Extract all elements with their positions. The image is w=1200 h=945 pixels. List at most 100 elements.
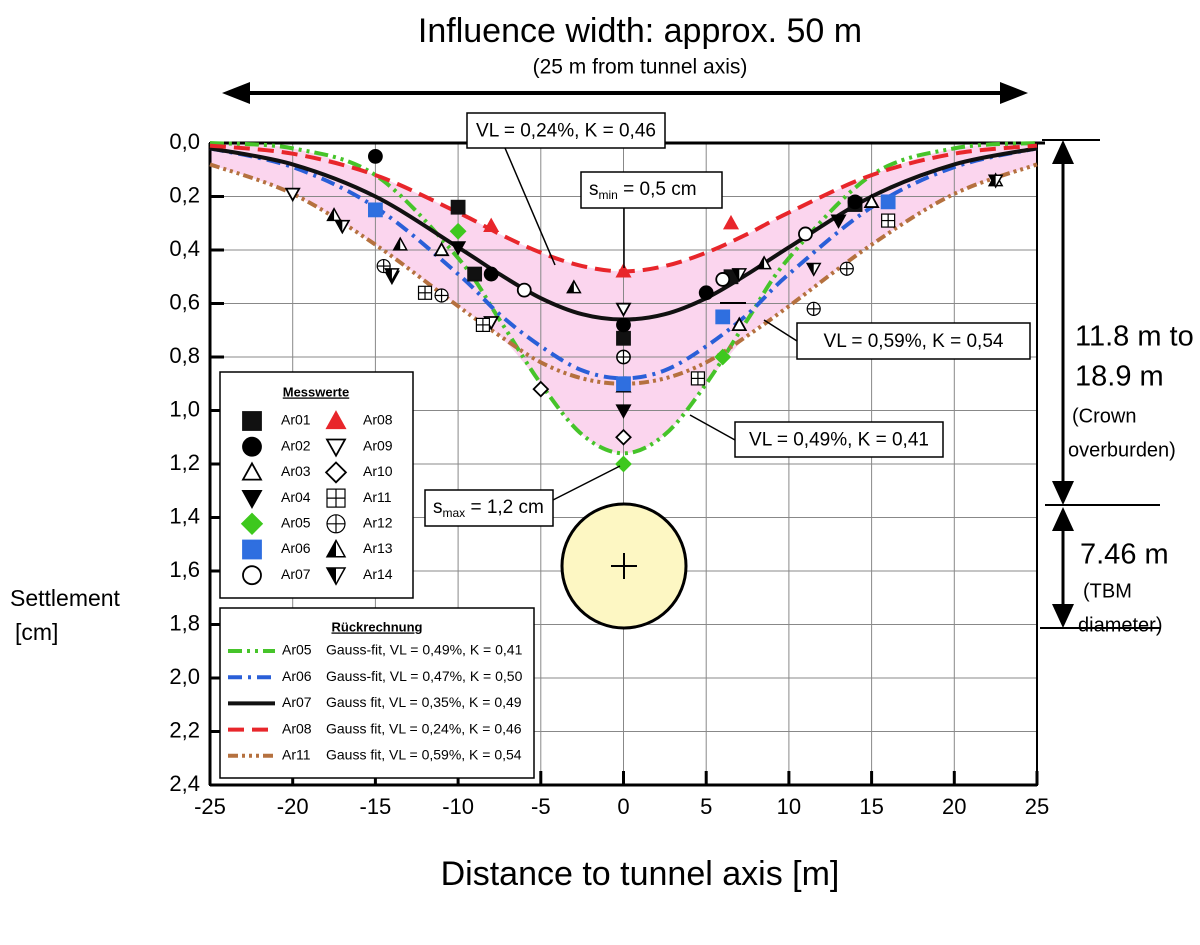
marker-part (433, 241, 450, 257)
legend-marker (241, 490, 263, 509)
marker-part (798, 226, 813, 242)
chart-subtitle: (25 m from tunnel axis) (533, 56, 748, 79)
y-tick-label: 0,8 (169, 343, 200, 368)
legend-label: Ar09 (363, 437, 393, 453)
dimension-label: diameter) (1078, 614, 1162, 636)
fit-curve (209, 162, 1038, 386)
marker-part (242, 436, 262, 457)
y-tick-label: 0,4 (169, 236, 200, 261)
data-point (830, 214, 847, 229)
x-tick-label: -25 (194, 794, 226, 819)
arrow-head (1052, 140, 1074, 164)
legend-marker (240, 512, 264, 535)
legend-label: Ar04 (281, 489, 311, 505)
legend-marker (242, 411, 262, 431)
data-point (616, 349, 631, 365)
legend-label: Ar11 (363, 489, 392, 505)
legend-title: Messwerte (283, 384, 349, 399)
marker-part (335, 220, 343, 233)
data-point (483, 266, 499, 282)
data-point (616, 376, 631, 392)
marker-part (367, 202, 383, 218)
data-point (731, 316, 748, 331)
y-tick-label: 1,6 (169, 557, 200, 582)
dimension-label: 11.8 m to (1075, 321, 1194, 353)
legend-label: Ar02 (281, 437, 311, 453)
marker-part (722, 214, 740, 230)
legend-label: Ar01 (281, 412, 311, 428)
marker-part (393, 238, 401, 250)
annotation: smin = 0,5 cm (589, 179, 697, 202)
marker-part (863, 193, 880, 208)
marker-part (567, 280, 574, 293)
legend-title: Rückrechnung (331, 619, 422, 634)
data-point (715, 309, 731, 325)
data-point (715, 272, 731, 287)
marker-part (616, 317, 631, 333)
annotation-box (796, 322, 1031, 360)
dimension-label: 18.9 m (1075, 361, 1164, 393)
data-point (616, 330, 631, 346)
y-tick-label: 2,4 (169, 771, 200, 796)
data-point (434, 288, 449, 303)
legend-marker (325, 438, 347, 458)
data-point (483, 217, 500, 233)
data-point (616, 317, 631, 333)
marker-part (714, 348, 732, 366)
marker-part (483, 217, 500, 233)
data-point (475, 317, 491, 332)
marker-part (616, 376, 631, 392)
marker-part (325, 438, 347, 458)
data-point (615, 428, 632, 446)
legend-box (219, 371, 414, 599)
marker-part (241, 490, 263, 509)
legend-label: Ar12 (363, 515, 393, 531)
data-point (384, 268, 400, 283)
marker-part (467, 266, 483, 282)
y-tick-label: 1,4 (169, 503, 200, 528)
marker-part (615, 455, 632, 473)
marker-part (615, 302, 632, 318)
legend-label: Ar05 (282, 642, 312, 658)
x-tick-label: 5 (700, 794, 712, 819)
marker-part (615, 404, 632, 419)
legend-label: Ar11 (282, 747, 311, 763)
y-tick-label: 2,2 (169, 717, 200, 742)
marker-part (367, 148, 383, 164)
data-point (450, 199, 466, 215)
data-point (847, 194, 863, 210)
leader-line (504, 147, 556, 266)
legend-label: Ar06 (282, 668, 312, 684)
data-point (690, 371, 706, 386)
x-tick-label: 10 (777, 794, 801, 819)
annotation-subscript: max (443, 506, 466, 520)
arrow-head (1052, 507, 1074, 531)
marker-part (242, 539, 262, 560)
data-point (566, 279, 582, 294)
marker-part (989, 175, 996, 187)
marker-part (715, 272, 731, 287)
marker-part (830, 214, 847, 229)
legend-marker (324, 461, 348, 484)
marker-part (532, 380, 550, 398)
x-axis-label: Distance to tunnel axis [m] (441, 855, 840, 893)
data-point (805, 262, 822, 277)
marker-part (615, 428, 632, 446)
marker-part (324, 461, 348, 484)
marker-part (715, 309, 731, 325)
annotation-box (580, 171, 723, 209)
data-point (417, 285, 433, 300)
marker-part (807, 263, 814, 276)
dimension-label: 7.46 m (1080, 539, 1169, 571)
legend-marker (242, 436, 262, 457)
legend-marker (325, 538, 347, 558)
marker-part (880, 194, 896, 210)
marker-part (731, 316, 748, 331)
annotation: VL = 0,24%, K = 0,46 (476, 121, 656, 142)
legend-box (219, 607, 535, 779)
arrow-head (1000, 82, 1028, 104)
marker-part (732, 268, 740, 281)
marker-part (450, 199, 466, 215)
x-tick-label: 20 (942, 794, 966, 819)
